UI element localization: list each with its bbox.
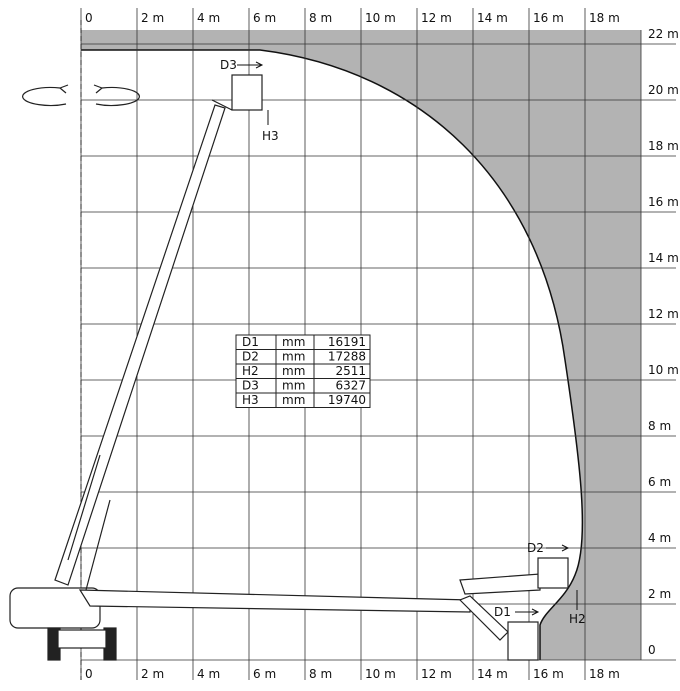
top-axis-label: 14 m: [477, 11, 508, 25]
callout: H2: [569, 612, 586, 626]
bottom-axis-label: 18 m: [589, 667, 620, 681]
right-axis-label: 16 m: [648, 195, 679, 209]
top-axis-label: 12 m: [421, 11, 452, 25]
bottom-axis-label: 6 m: [253, 667, 276, 681]
rotation-arrows: [22, 84, 140, 107]
table-cell: 16191: [328, 335, 366, 349]
callout: D2: [527, 541, 544, 555]
callout: D3: [220, 58, 237, 72]
callout: H3: [262, 129, 279, 143]
bottom-axis-label: 4 m: [197, 667, 220, 681]
bottom-axis-label: 14 m: [477, 667, 508, 681]
top-axis-label: 6 m: [253, 11, 276, 25]
bottom-axis-label: 0: [85, 667, 93, 681]
right-axis-label: 14 m: [648, 251, 679, 265]
table-cell: 17288: [328, 350, 366, 364]
dimension-arrows: [237, 61, 578, 616]
top-axis-label: 18 m: [589, 11, 620, 25]
right-axis-label: 8 m: [648, 419, 671, 433]
table-cell: 2511: [335, 364, 366, 378]
machine: [9, 74, 569, 661]
top-axis-label: 4 m: [197, 11, 220, 25]
outside-area: [260, 50, 641, 660]
table-cell: 6327: [335, 379, 366, 393]
table-cell: D1: [242, 335, 259, 349]
table-frame: [235, 334, 371, 408]
right-axis-label: 18 m: [648, 139, 679, 153]
right-axis-label: 10 m: [648, 363, 679, 377]
top-axis-label: 2 m: [141, 11, 164, 25]
right-axis-label: 12 m: [648, 307, 679, 321]
callout: D1: [494, 605, 511, 619]
grid: 0 2 m 4 m 6 m 8 m 10 m 12 m 14 m 16 m 18 m 0 2 m 4 m…: [80, 8, 679, 681]
bottom-axis-label: 8 m: [309, 667, 332, 681]
table-cell: mm: [282, 364, 305, 378]
right-axis-label: 20 m: [648, 83, 679, 97]
table-cell: mm: [282, 393, 305, 407]
spec-table: D1 mm 16191 D2 mm 17288 H2 mm 2511 D3 mm 6327 H3 mm 19…: [235, 334, 371, 408]
bottom-axis-label: 2 m: [141, 667, 164, 681]
table-cell: 19740: [328, 393, 366, 407]
right-axis-label: 4 m: [648, 531, 671, 545]
right-axis-label: 6 m: [648, 475, 671, 489]
table-cell: mm: [282, 379, 305, 393]
table-cell: D3: [242, 379, 259, 393]
table-cell: H2: [242, 364, 259, 378]
top-axis-label: 16 m: [533, 11, 564, 25]
bottom-axis-label: 12 m: [421, 667, 452, 681]
table-cell: D2: [242, 350, 259, 364]
right-axis-label: 2 m: [648, 587, 671, 601]
top-axis-label: 0: [85, 11, 93, 25]
bottom-axis-label: 10 m: [365, 667, 396, 681]
table-cell: mm: [282, 350, 305, 364]
table-cell: mm: [282, 335, 305, 349]
top-axis-label: 8 m: [309, 11, 332, 25]
right-axis-label: 0: [648, 643, 656, 657]
table-cell: H3: [242, 393, 259, 407]
bottom-axis-label: 16 m: [533, 667, 564, 681]
right-axis-label: 22 m: [648, 27, 679, 41]
top-axis-label: 10 m: [365, 11, 396, 25]
